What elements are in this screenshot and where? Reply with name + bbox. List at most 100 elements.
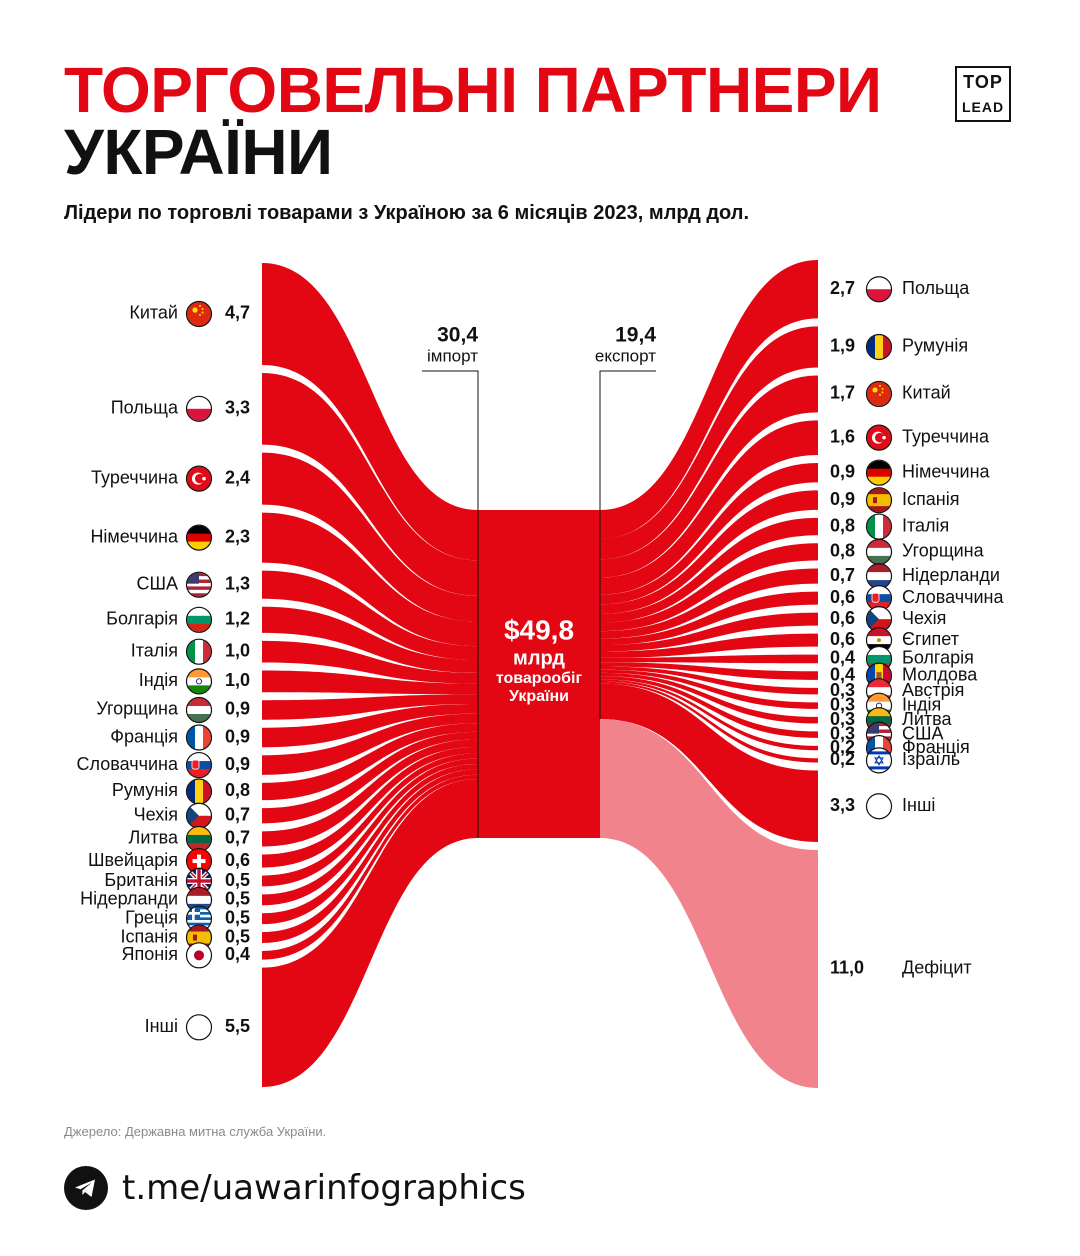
hub-bar [478,510,600,838]
telegram-link[interactable]: t.me/uawarinfographics [122,1168,526,1208]
import-germany-flag-icon [185,524,213,551]
title-line-2: УКРАЇНИ [64,116,333,188]
deficit-label: Дефіцит [902,958,972,978]
export-value-10: 0,6 [830,587,855,607]
import-flow-3 [262,452,478,622]
export-value-15: 0,3 [830,680,855,700]
import-value-5: 1,3 [225,573,250,593]
export-value-13: 0,4 [830,648,855,668]
import-bulgaria-flag-icon [185,606,213,633]
export-country-18: США [902,723,944,743]
import-country-12: Румунія [112,780,178,800]
export-country-10: Словаччина [902,587,1004,607]
import-flow-1 [262,263,478,561]
export-country-4: Туреччина [902,426,990,446]
import-flow-8 [262,670,478,695]
import-value-9: 0,9 [225,699,250,719]
import-flow-21 [262,779,478,1087]
export-value-4: 1,6 [830,426,855,446]
export-flow-3 [600,375,818,578]
export-total-label: експорт [595,346,656,365]
export-netherlands-flag-icon [865,562,893,590]
export-leader-line [599,370,656,510]
export-country-16: Індія [902,694,941,714]
export-flow-21 [600,683,818,842]
import-flow-11 [262,713,478,775]
export-value-12: 0,6 [830,629,855,649]
export-country-20: Ізраїль [902,749,960,769]
export-romania-flag-icon [865,333,893,361]
export-country-9: Нідерланди [902,565,1000,585]
import-flow-13 [262,731,478,824]
import-country-16: Британія [104,870,178,890]
import-value-12: 0,8 [225,780,250,800]
deficit-value: 11,0 [830,958,864,978]
import-poland-flag-icon [185,395,213,422]
export-flow-10 [600,591,818,646]
import-country-20: Японія [122,944,178,964]
import-slovakia-flag-icon [185,751,213,779]
import-value-1: 4,7 [225,303,250,323]
import-hungary-flag-icon [185,696,213,724]
export-flow-8 [600,543,818,632]
export-country-13: Болгарія [902,648,974,668]
import-usa-flag-icon [185,571,213,598]
export-value-7: 0,8 [830,515,855,535]
export-italy-flag-icon [865,513,893,540]
telegram-icon [64,1166,108,1210]
import-value-14: 0,7 [225,828,250,848]
import-value-6: 1,2 [225,609,250,629]
import-country-15: Швейцарія [88,850,178,870]
export-value-19: 0,2 [830,737,855,757]
export-country-12: Єгипет [902,629,959,649]
import-country-18: Греція [125,907,178,927]
toplead-logo: TOP LEAD [955,66,1011,122]
deficit-flow [600,719,818,1088]
hub-label-1: товарообіг [496,670,583,687]
import-value-4: 2,3 [225,526,250,546]
import-india-flag-icon [185,668,213,695]
import-country-9: Угорщина [96,699,179,719]
export-value-16: 0,3 [830,694,855,714]
export-country-6: Іспанія [902,489,959,509]
export-flow-6 [600,490,818,614]
export-flow-14 [600,662,818,680]
import-lithuania-flag-icon [185,825,213,853]
import-total-label: імпорт [427,346,478,365]
import-country-8: Індія [139,670,178,690]
import-flow-5 [262,570,478,661]
export-country-1: Польща [902,278,970,298]
import-czech-flag-icon [185,802,213,829]
import-country-7: Італія [131,640,178,660]
import-total-value: 30,4 [437,324,478,347]
export-flow-20 [600,681,818,763]
import-other-flag-icon [185,1014,213,1041]
export-country-2: Румунія [902,336,968,356]
export-country-17: Литва [902,709,952,729]
import-value-16: 0,5 [225,870,250,890]
import-romania-flag-icon [185,778,213,805]
import-flow-19 [262,769,478,943]
export-hungary-flag-icon [865,538,893,565]
export-flow-19 [600,679,818,751]
export-china-flag-icon [865,380,893,408]
import-turkey-flag-icon [185,465,213,492]
import-france-flag-icon [185,724,213,751]
export-country-11: Чехія [902,608,946,628]
import-value-2: 3,3 [225,398,250,418]
import-flow-16 [262,753,478,887]
import-country-3: Туреччина [91,467,179,487]
export-value-3: 1,7 [830,383,855,403]
import-value-8: 1,0 [225,670,250,690]
import-value-11: 0,9 [225,754,250,774]
import-country-6: Болгарія [106,609,178,629]
export-other-flag-icon [865,793,893,820]
export-country-21: Інші [902,795,935,815]
import-flow-20 [262,774,478,960]
import-value-15: 0,6 [225,850,250,870]
import-country-19: Іспанія [121,926,178,946]
logo-top-text: TOP [963,72,1003,92]
import-flow-14 [262,739,478,847]
subtitle: Лідери по торговлі товарами з Україною з… [64,202,750,224]
export-country-8: Угорщина [902,541,985,561]
